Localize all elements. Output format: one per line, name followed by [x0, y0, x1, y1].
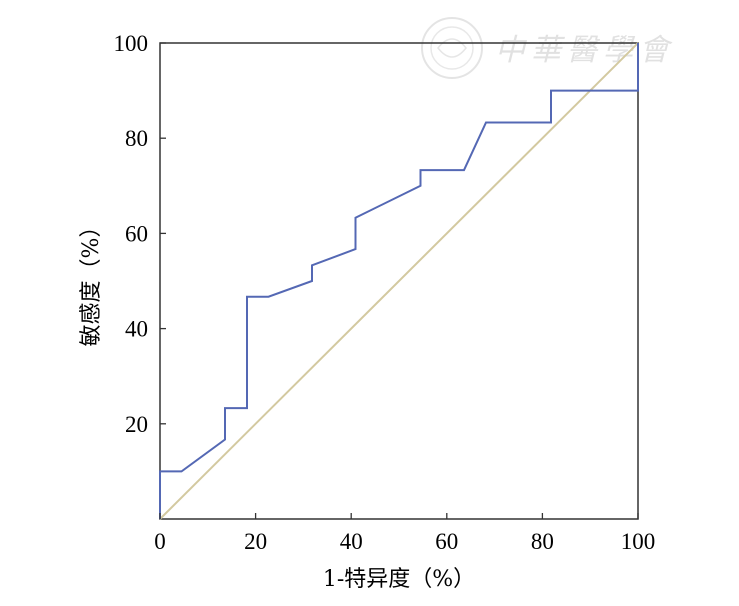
watermark-text: 中華醫學會	[495, 33, 675, 68]
axes	[159, 42, 639, 520]
plot-frame	[159, 42, 639, 520]
reference-diagonal-line	[159, 42, 639, 520]
y-tick-label: 40	[125, 317, 148, 342]
x-axis-title: 1-特异度（%）	[323, 567, 475, 592]
series-layer	[159, 42, 639, 520]
watermark: 中華醫學會	[421, 17, 675, 79]
x-tick-label: 80	[531, 529, 554, 554]
y-tick-label: 80	[125, 126, 148, 151]
x-tick-label: 20	[244, 529, 267, 554]
x-tick-label: 100	[621, 529, 656, 554]
x-tick-label: 60	[435, 529, 458, 554]
watermark-seal-icon	[421, 17, 483, 79]
y-tick-label: 60	[125, 221, 148, 246]
roc-curve-line	[159, 43, 639, 519]
y-axis-title: 敏感度（%）	[79, 216, 104, 347]
y-tick-label: 100	[114, 31, 149, 56]
x-tick-label: 40	[340, 529, 363, 554]
y-tick-label: 20	[125, 412, 148, 437]
ticks: 0 20 40 60 80 100 20 40 60 80 100	[114, 31, 656, 554]
x-tick-label: 0	[154, 529, 166, 554]
